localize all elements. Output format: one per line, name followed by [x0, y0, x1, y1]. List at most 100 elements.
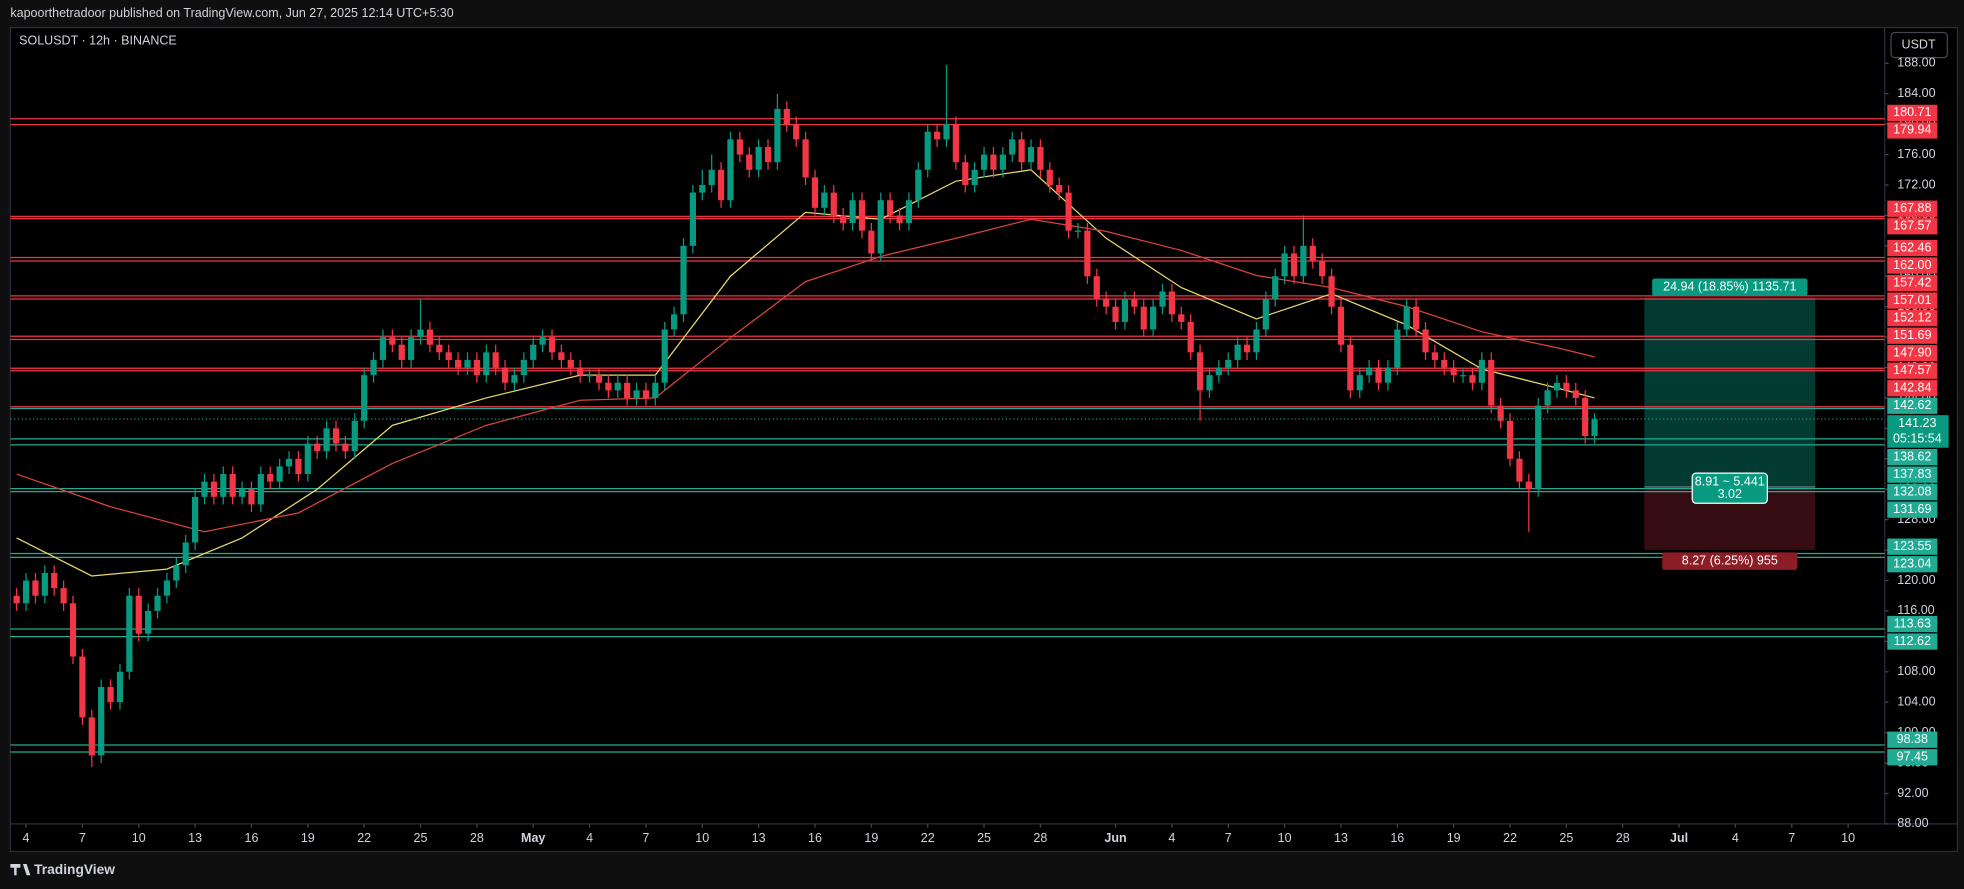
candle-body	[980, 154, 988, 170]
level-price-label: 162.00	[1893, 258, 1931, 272]
candle-body	[1187, 321, 1194, 353]
candle-body	[530, 344, 537, 360]
candle-body	[304, 443, 311, 475]
x-tick-label: 22	[921, 831, 935, 845]
level-price-box	[1887, 274, 1938, 292]
stop-label: 8.27 (6.25%) 955	[1682, 553, 1778, 567]
y-tick-label: 172.00	[1897, 177, 1935, 191]
last-price-label: 141.23	[1898, 416, 1936, 430]
candle-body	[60, 588, 67, 604]
candle-body	[971, 169, 978, 185]
candle-body	[454, 359, 462, 368]
candle-body	[332, 428, 340, 444]
level-price-label: 142.84	[1893, 381, 1931, 395]
level-price-label: 152.12	[1893, 310, 1931, 324]
x-tick-label: 28	[470, 831, 484, 845]
candle-body	[1262, 299, 1269, 330]
y-tick-label: 88.00	[1897, 816, 1928, 830]
level-price-label: 147.57	[1893, 363, 1931, 377]
candle-body	[1290, 253, 1298, 277]
candle-body	[1553, 382, 1561, 391]
candle-body	[1084, 230, 1091, 277]
candle-body	[1056, 184, 1063, 193]
level-price-label: 167.88	[1893, 201, 1931, 215]
candle-body	[163, 580, 171, 596]
ratio-label: 8.91 ~ 5.441	[1695, 474, 1765, 488]
candle-body	[558, 352, 565, 360]
level-price-box	[1887, 749, 1938, 766]
candle-body	[323, 428, 330, 452]
target-label-box	[1652, 278, 1808, 297]
candle-body	[1196, 352, 1204, 391]
candle-body	[764, 146, 772, 163]
x-tick-label: 7	[1225, 831, 1232, 845]
candle-body	[1394, 329, 1401, 368]
level-price-label: 151.69	[1893, 328, 1931, 342]
y-tick-label: 104.00	[1897, 695, 1935, 709]
level-price-box	[1887, 448, 1938, 466]
ratio-label-box	[1691, 472, 1768, 504]
candle-body	[1309, 245, 1316, 262]
candle-body	[210, 481, 217, 497]
level-price-box	[1887, 218, 1938, 235]
candle-body	[1215, 367, 1222, 376]
x-tick-label: 13	[188, 831, 202, 845]
candle-body	[1403, 306, 1410, 330]
candle-body	[708, 169, 715, 185]
candle-body	[107, 686, 114, 703]
symbol-title: SOLUSDT · 12h · BINANCE	[19, 34, 177, 48]
candle-body	[1366, 367, 1373, 376]
x-tick-label: 10	[695, 831, 709, 845]
candle-body	[952, 124, 959, 163]
level-price-box	[1887, 200, 1938, 217]
candle-body	[652, 382, 659, 398]
candle-body	[896, 215, 903, 224]
candle-body	[257, 474, 264, 505]
level-price-label: 157.01	[1893, 293, 1931, 307]
candle-body	[1037, 146, 1044, 170]
candle-body	[445, 352, 452, 360]
level-price-box	[1887, 633, 1938, 650]
candle-body	[774, 108, 781, 163]
x-tick-label: 22	[1503, 831, 1517, 845]
level-price-label: 162.46	[1893, 240, 1931, 254]
candle-body	[98, 686, 105, 756]
candle-body	[1168, 291, 1176, 315]
stop-label-box	[1662, 552, 1798, 570]
candle-body	[342, 443, 349, 452]
x-tick-label: 13	[1334, 831, 1348, 845]
candle-body	[492, 352, 499, 368]
candle-body	[417, 329, 424, 338]
x-tick-label: 7	[1788, 831, 1795, 845]
candle-body	[633, 390, 640, 398]
candle-body	[1337, 306, 1345, 345]
candle-body	[238, 489, 246, 497]
candle-body	[501, 367, 509, 383]
x-tick-label: Jul	[1670, 831, 1688, 845]
candle-body	[1422, 329, 1429, 353]
x-tick-label: 19	[301, 831, 315, 845]
currency-button[interactable]	[1890, 31, 1949, 59]
currency-label[interactable]: USDT	[1902, 37, 1936, 51]
candle-body	[22, 580, 30, 604]
level-price-box	[1887, 362, 1938, 379]
position-profit-zone	[1644, 297, 1816, 487]
level-price-label: 132.08	[1893, 484, 1931, 498]
candle-body	[924, 131, 931, 170]
candle-body	[51, 572, 58, 589]
x-tick-label: 16	[244, 831, 258, 845]
candle-body	[1469, 375, 1476, 383]
candle-body	[1572, 390, 1579, 398]
x-tick-label: 7	[642, 831, 649, 845]
candle-body	[379, 337, 387, 360]
candle-body	[849, 200, 856, 224]
candle-body	[1431, 352, 1438, 360]
publish-note: kapoorthetradoor published on TradingVie…	[10, 6, 453, 20]
candle-body	[1065, 192, 1072, 231]
candle-body	[41, 572, 48, 596]
candle-body	[361, 375, 368, 421]
candle-body	[408, 337, 415, 360]
candle-body	[624, 382, 631, 398]
candle-body	[830, 192, 837, 216]
